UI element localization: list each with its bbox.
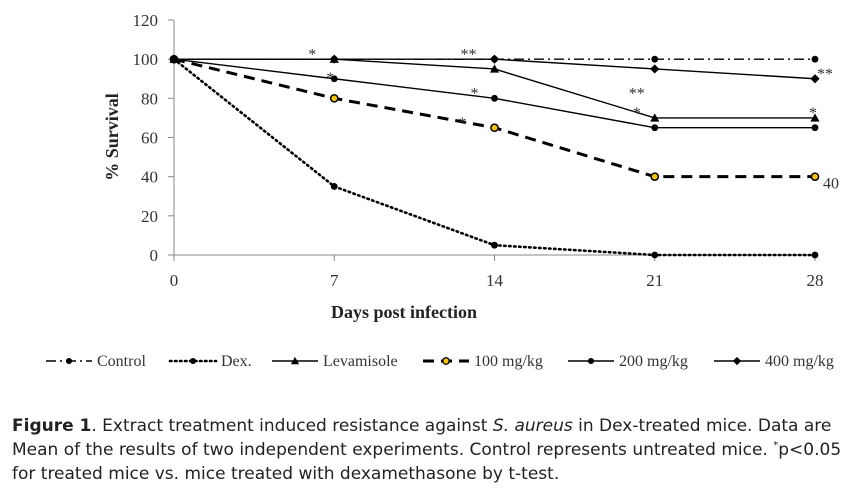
- y-tick-label: 80: [141, 89, 158, 108]
- data-point: [811, 55, 819, 63]
- y-tick-label: 60: [141, 129, 158, 148]
- value-label: 40: [823, 176, 839, 193]
- series-levamisole: [169, 54, 820, 122]
- data-point: [489, 64, 500, 73]
- data-point: [329, 54, 339, 64]
- data-point: [330, 183, 338, 190]
- figure-caption: Figure 1. Extract treatment induced resi…: [12, 414, 852, 486]
- legend-marker: [290, 356, 300, 365]
- caption-label: Figure 1: [12, 416, 92, 436]
- x-tick-label: 7: [330, 271, 339, 290]
- legend-label: 400 mg/kg: [765, 353, 834, 370]
- x-tick-label: 28: [807, 271, 824, 290]
- x-tick-label: 14: [486, 271, 504, 290]
- data-point: [811, 251, 819, 259]
- legend-label: Control: [97, 353, 146, 370]
- legend-item: 200 mg/kg: [568, 353, 688, 370]
- significance-mark: *: [459, 115, 467, 132]
- y-tick-label: 0: [150, 246, 159, 265]
- data-point: [810, 113, 820, 122]
- caption-text-2: in Dex-treated mice. Data are Mean of th…: [12, 416, 832, 460]
- significance-mark: *: [809, 105, 817, 122]
- significance-mark: *: [633, 105, 641, 122]
- significance-mark: *: [326, 70, 334, 87]
- series-dex: [170, 55, 819, 259]
- y-tick-label: 100: [133, 50, 159, 69]
- caption-text-1: . Extract treatment induced resistance a…: [91, 416, 493, 436]
- x-tick-label: 21: [646, 271, 663, 290]
- y-tick-label: 20: [141, 207, 158, 226]
- chart-axes: [168, 19, 816, 261]
- data-point: [330, 75, 338, 83]
- significance-mark: **: [461, 46, 477, 63]
- legend-label: 200 mg/kg: [619, 353, 688, 370]
- chart-legend: Control Dex. Levamisole 100 mg/kg 200 mg/kg 4…: [46, 353, 834, 370]
- significance-mark: *: [471, 85, 479, 102]
- data-point: [811, 124, 819, 132]
- x-tick-label: 0: [170, 271, 179, 290]
- legend-item: 400 mg/kg: [714, 353, 834, 370]
- series-line: [172, 57, 817, 257]
- legend-marker: [587, 357, 595, 365]
- caption-superscript: *: [773, 440, 779, 451]
- legend-marker: [189, 357, 197, 365]
- caption-organism: S. aureus: [492, 416, 573, 436]
- data-point: [651, 55, 659, 63]
- data-point: [650, 172, 660, 182]
- data-point: [650, 113, 660, 122]
- y-tick-label: 40: [141, 168, 158, 187]
- legend-item: 100 mg/kg: [423, 353, 543, 370]
- x-axis-title: Days post infection: [331, 302, 477, 322]
- legend-item: Control: [46, 353, 146, 370]
- data-point: [651, 124, 659, 132]
- data-point: [169, 54, 179, 64]
- legend-item: Dex.: [168, 353, 252, 370]
- data-point: [810, 74, 820, 84]
- data-point: [329, 93, 339, 103]
- series-400-mg-kg: [169, 54, 820, 84]
- chart-series: [169, 54, 820, 259]
- significance-mark: **: [817, 66, 833, 83]
- legend-item: Levamisole: [272, 353, 398, 370]
- data-point: [491, 94, 498, 102]
- legend-marker: [732, 356, 742, 366]
- y-axis-title: % Survival: [102, 93, 122, 181]
- data-point: [490, 123, 499, 133]
- significance-annotations: * ***********40: [308, 46, 839, 192]
- data-point: [489, 54, 500, 64]
- legend-marker: [65, 357, 73, 365]
- y-tick-label: 120: [133, 11, 159, 30]
- legend-label: 100 mg/kg: [474, 353, 543, 370]
- data-point: [491, 241, 498, 249]
- significance-mark: **: [629, 85, 645, 102]
- x-tick-labels: 0 7 14 21 28: [170, 271, 824, 290]
- legend-label: Levamisole: [323, 353, 398, 370]
- significance-mark: *: [308, 46, 316, 63]
- caption-text-3: p<0.05 for treated mice vs. mice treated…: [12, 440, 842, 484]
- data-point: [650, 64, 660, 74]
- legend-label: Dex.: [221, 353, 252, 370]
- legend-marker: [442, 357, 450, 365]
- y-tick-labels: 0 20 40 60 80 100 120: [133, 11, 159, 265]
- data-point: [810, 172, 820, 182]
- data-point: [651, 251, 659, 259]
